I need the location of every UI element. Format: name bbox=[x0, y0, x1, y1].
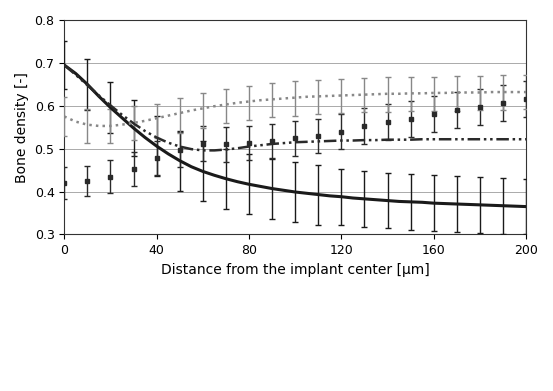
X-axis label: Distance from the implant center [μm]: Distance from the implant center [μm] bbox=[161, 263, 430, 277]
Y-axis label: Bone density [-]: Bone density [-] bbox=[15, 72, 29, 183]
